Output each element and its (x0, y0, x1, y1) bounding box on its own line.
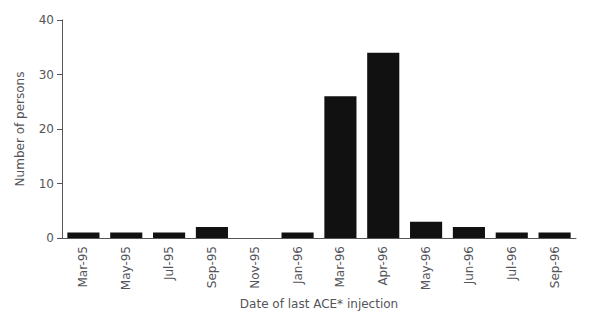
svg-text:20: 20 (39, 122, 54, 136)
svg-text:30: 30 (39, 68, 54, 82)
svg-text:Sep-95: Sep-95 (205, 246, 219, 288)
svg-text:Number of persons: Number of persons (13, 72, 27, 187)
svg-text:May-96: May-96 (419, 246, 433, 290)
svg-text:Jul-95: Jul-95 (162, 246, 176, 281)
svg-text:Apr-96: Apr-96 (376, 246, 390, 286)
svg-text:Jul-96: Jul-96 (505, 246, 519, 281)
svg-text:Jan-96: Jan-96 (291, 246, 305, 285)
svg-text:Jun-96: Jun-96 (462, 246, 476, 285)
svg-text:May-95: May-95 (119, 246, 133, 290)
svg-text:Sep-96: Sep-96 (548, 246, 562, 288)
svg-text:Nov-95: Nov-95 (248, 246, 262, 289)
svg-text:0: 0 (46, 231, 54, 245)
svg-text:Date of last ACE* injection: Date of last ACE* injection (240, 297, 398, 311)
svg-text:40: 40 (39, 13, 54, 27)
svg-text:10: 10 (39, 177, 54, 191)
svg-text:Mar-95: Mar-95 (76, 246, 90, 287)
svg-text:Mar-96: Mar-96 (333, 246, 347, 287)
